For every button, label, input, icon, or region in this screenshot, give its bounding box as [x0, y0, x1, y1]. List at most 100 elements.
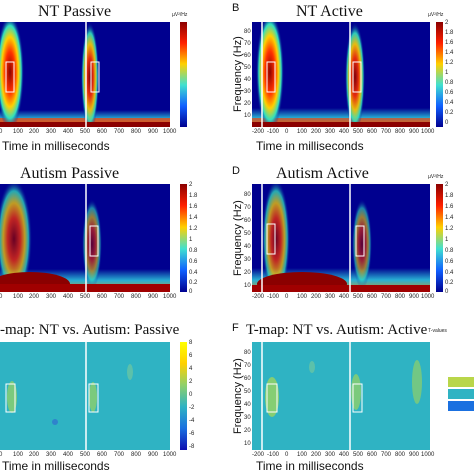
colorbar-tick: 1.4: [189, 215, 198, 221]
x-axis-label: Time in milliseconds: [2, 139, 110, 153]
colorbar-tick: 0: [189, 289, 193, 295]
x-tick: 100: [13, 129, 24, 135]
x-tick: 300: [325, 129, 336, 135]
tmap-heatmap: [252, 342, 430, 450]
panel-title: T-map: NT vs. Autism: Active: [246, 322, 428, 338]
x-tick: 500: [80, 452, 91, 458]
x-tick: 900: [409, 294, 420, 300]
x-tick: -200: [252, 452, 265, 458]
x-tick: 500: [80, 129, 91, 135]
x-tick: 0: [285, 294, 289, 300]
colorbar-tick: 0.6: [445, 259, 454, 265]
y-tick: 30: [244, 89, 251, 95]
colorbar-tick: 0: [189, 392, 193, 398]
x-tick: 300: [46, 129, 57, 135]
x-tick: 600: [97, 452, 108, 458]
x-tick: 200: [29, 294, 40, 300]
x-tick: 700: [114, 294, 125, 300]
x-tick: 200: [311, 129, 322, 135]
x-tick: 500: [353, 294, 364, 300]
colorbar-tick: 1: [189, 237, 193, 243]
colorbar-tick: 0.2: [445, 110, 454, 116]
colorbar-tick: 0.6: [445, 90, 454, 96]
x-tick: 400: [339, 294, 350, 300]
x-tick: 200: [29, 129, 40, 135]
y-tick: 70: [244, 41, 251, 47]
colorbar-tick: 0: [445, 120, 449, 126]
y-axis-label: Frequency (Hz): [232, 200, 244, 276]
y-tick: 10: [244, 283, 251, 289]
x-tick: 600: [367, 452, 378, 458]
x-tick: 100: [297, 294, 308, 300]
y-tick: 10: [244, 441, 251, 447]
y-tick: 80: [244, 350, 251, 356]
x-tick: 100: [13, 294, 24, 300]
colorbar-tick: 1.6: [445, 204, 454, 210]
x-tick: 900: [148, 294, 159, 300]
colorbar: [180, 342, 187, 450]
colorbar-unit: µV²/Hz: [428, 174, 444, 180]
colorbar-tick: -6: [189, 431, 195, 437]
y-tick: 60: [244, 376, 251, 382]
x-tick: 800: [395, 452, 406, 458]
panel-letter: F: [232, 322, 239, 334]
colorbar-tick: 0.8: [445, 248, 454, 254]
spectrogram-heatmap: [252, 184, 430, 292]
x-tick: -200: [252, 129, 265, 135]
colorbar-tick: 1.6: [189, 204, 198, 210]
colorbar-tick: 1: [445, 237, 449, 243]
spectrogram-heatmap: [0, 22, 170, 127]
x-tick: 700: [381, 294, 392, 300]
y-tick: 30: [244, 257, 251, 263]
y-tick: 40: [244, 77, 251, 83]
colorbar-tick: 0.4: [445, 100, 454, 106]
x-tick: 400: [339, 129, 350, 135]
x-tick: 0: [0, 129, 3, 135]
colorbar-tick: 0.2: [445, 280, 454, 286]
panel-letter: B: [232, 2, 240, 14]
panel-letter: D: [232, 165, 240, 177]
x-tick: 200: [29, 452, 40, 458]
colorbar: [436, 184, 443, 292]
colorbar-tick: 1.8: [445, 193, 454, 199]
y-tick: 70: [244, 205, 251, 211]
colorbar-tick: 0.6: [189, 259, 198, 265]
colorbar-tick: 1.2: [445, 226, 454, 232]
x-tick: 1000: [421, 452, 435, 458]
x-axis-label: Time in milliseconds: [256, 459, 364, 473]
x-tick: 100: [297, 452, 308, 458]
colorbar-tick: 0.8: [445, 80, 454, 86]
x-tick: 700: [114, 452, 125, 458]
x-tick: 800: [131, 294, 142, 300]
x-tick: 1000: [421, 294, 435, 300]
x-tick: 1000: [163, 452, 177, 458]
tmap-legend-swatch-neutral: [448, 389, 474, 399]
colorbar-tick: 1.4: [445, 215, 454, 221]
x-tick: 400: [63, 129, 74, 135]
x-tick: 100: [13, 452, 24, 458]
colorbar-tick: 6: [189, 353, 193, 359]
x-tick: 600: [97, 129, 108, 135]
x-tick: 1000: [421, 129, 435, 135]
colorbar-unit: µV²/Hz: [172, 12, 188, 18]
colorbar: [180, 22, 187, 127]
y-tick: 10: [244, 113, 251, 119]
colorbar-tick: 2: [189, 379, 193, 385]
x-tick: 100: [297, 129, 308, 135]
colorbar-unit: T-values: [428, 328, 447, 334]
colorbar-tick: 1.6: [445, 40, 454, 46]
x-tick: -100: [267, 294, 280, 300]
x-axis-label: Time in milliseconds: [2, 459, 110, 473]
x-tick: 200: [311, 452, 322, 458]
x-tick: 400: [63, 452, 74, 458]
colorbar-tick: 0.2: [189, 280, 198, 286]
colorbar-tick: 2: [445, 182, 449, 188]
x-tick: 800: [395, 129, 406, 135]
x-tick: 200: [311, 294, 322, 300]
colorbar-tick: 1: [445, 70, 449, 76]
colorbar-tick: 8: [189, 340, 193, 346]
x-tick: 700: [114, 129, 125, 135]
colorbar-tick: 2: [189, 182, 193, 188]
x-tick: 900: [148, 129, 159, 135]
x-tick: 0: [0, 452, 3, 458]
